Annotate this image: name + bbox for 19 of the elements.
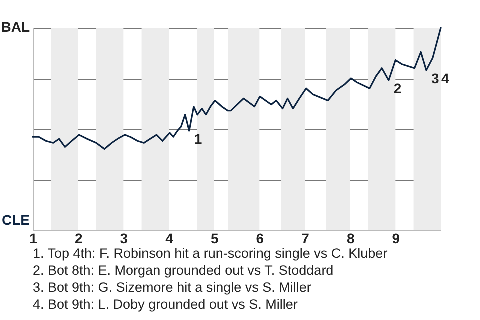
text: 2. Bot 8th: E. Morgan grounded out vs T. Stoddard bbox=[33, 263, 334, 278]
x-tick-label: 6 bbox=[256, 230, 264, 246]
x-tick-label: 9 bbox=[392, 230, 400, 246]
annotation: 3 bbox=[431, 70, 440, 86]
x-tick-label: 3 bbox=[120, 230, 128, 246]
annotation: 4 bbox=[441, 70, 450, 86]
x-tick-label: 1 bbox=[30, 230, 38, 246]
x-tick-label: 2 bbox=[74, 230, 83, 246]
annotation: 1 bbox=[194, 131, 202, 148]
annotation: 2 bbox=[394, 80, 402, 97]
x-tick-label: 5 bbox=[210, 230, 219, 246]
text: CLE bbox=[2, 212, 30, 228]
text: 4. Bot 9th: L. Doby grounded out vs S. Miller bbox=[33, 297, 298, 312]
text: 3. Bot 9th: G. Sizemore hit a single vs S. Miller bbox=[33, 280, 312, 295]
x-tick-label: 4 bbox=[166, 230, 174, 246]
text: 1. Top 4th: F. Robinson hit a run-scoring single vs C. Kluber bbox=[33, 246, 388, 261]
x-tick-label: 7 bbox=[302, 230, 310, 246]
x-tick-label: 8 bbox=[346, 230, 355, 246]
text: BAL bbox=[1, 19, 30, 35]
